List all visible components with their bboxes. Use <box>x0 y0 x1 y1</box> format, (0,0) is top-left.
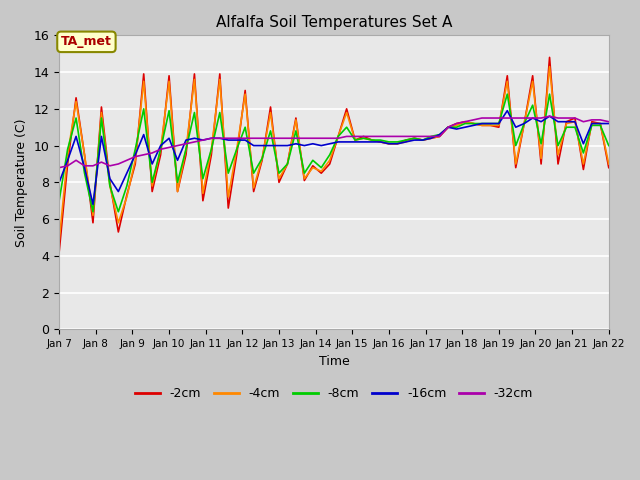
-2cm <box>292 115 300 121</box>
-32cm <box>571 115 579 121</box>
-2cm <box>605 165 612 170</box>
-8cm <box>309 157 317 163</box>
-4cm <box>546 64 554 70</box>
-16cm <box>233 137 241 143</box>
-2cm <box>55 249 63 255</box>
-8cm <box>301 170 308 176</box>
-32cm <box>225 135 232 141</box>
-2cm <box>486 122 494 128</box>
-8cm <box>233 146 241 152</box>
-2cm <box>546 55 554 60</box>
-8cm <box>495 120 502 126</box>
-4cm <box>571 119 579 125</box>
-2cm <box>97 104 105 110</box>
-32cm <box>486 115 494 121</box>
-8cm <box>605 143 612 148</box>
-4cm <box>486 122 494 128</box>
-2cm <box>225 205 232 211</box>
Y-axis label: Soil Temperature (C): Soil Temperature (C) <box>15 118 28 247</box>
Line: -16cm: -16cm <box>59 111 609 204</box>
-2cm <box>191 71 198 77</box>
-8cm <box>106 183 114 189</box>
-8cm <box>504 91 511 97</box>
-4cm <box>225 194 232 200</box>
-16cm <box>89 202 97 207</box>
-8cm <box>199 176 207 181</box>
-32cm <box>191 139 198 145</box>
Line: -32cm: -32cm <box>59 116 609 168</box>
Title: Alfalfa Soil Temperatures Set A: Alfalfa Soil Temperatures Set A <box>216 15 452 30</box>
-16cm <box>106 176 114 181</box>
-4cm <box>97 109 105 115</box>
-16cm <box>301 143 308 148</box>
-4cm <box>292 117 300 123</box>
-8cm <box>89 209 97 215</box>
Legend: -2cm, -4cm, -8cm, -16cm, -32cm: -2cm, -4cm, -8cm, -16cm, -32cm <box>130 383 538 406</box>
Line: -2cm: -2cm <box>59 58 609 252</box>
-16cm <box>495 120 502 126</box>
-16cm <box>55 180 63 185</box>
Text: TA_met: TA_met <box>61 36 112 48</box>
-32cm <box>292 135 300 141</box>
-4cm <box>605 161 612 167</box>
-32cm <box>605 119 612 125</box>
-4cm <box>191 76 198 82</box>
-16cm <box>504 108 511 114</box>
-4cm <box>55 238 63 244</box>
-32cm <box>546 113 554 119</box>
-16cm <box>605 120 612 126</box>
Line: -8cm: -8cm <box>59 94 609 212</box>
-16cm <box>309 141 317 146</box>
-32cm <box>97 159 105 165</box>
-2cm <box>571 115 579 121</box>
-16cm <box>199 137 207 143</box>
Line: -4cm: -4cm <box>59 67 609 241</box>
-8cm <box>55 198 63 204</box>
X-axis label: Time: Time <box>319 355 349 368</box>
-32cm <box>55 165 63 170</box>
